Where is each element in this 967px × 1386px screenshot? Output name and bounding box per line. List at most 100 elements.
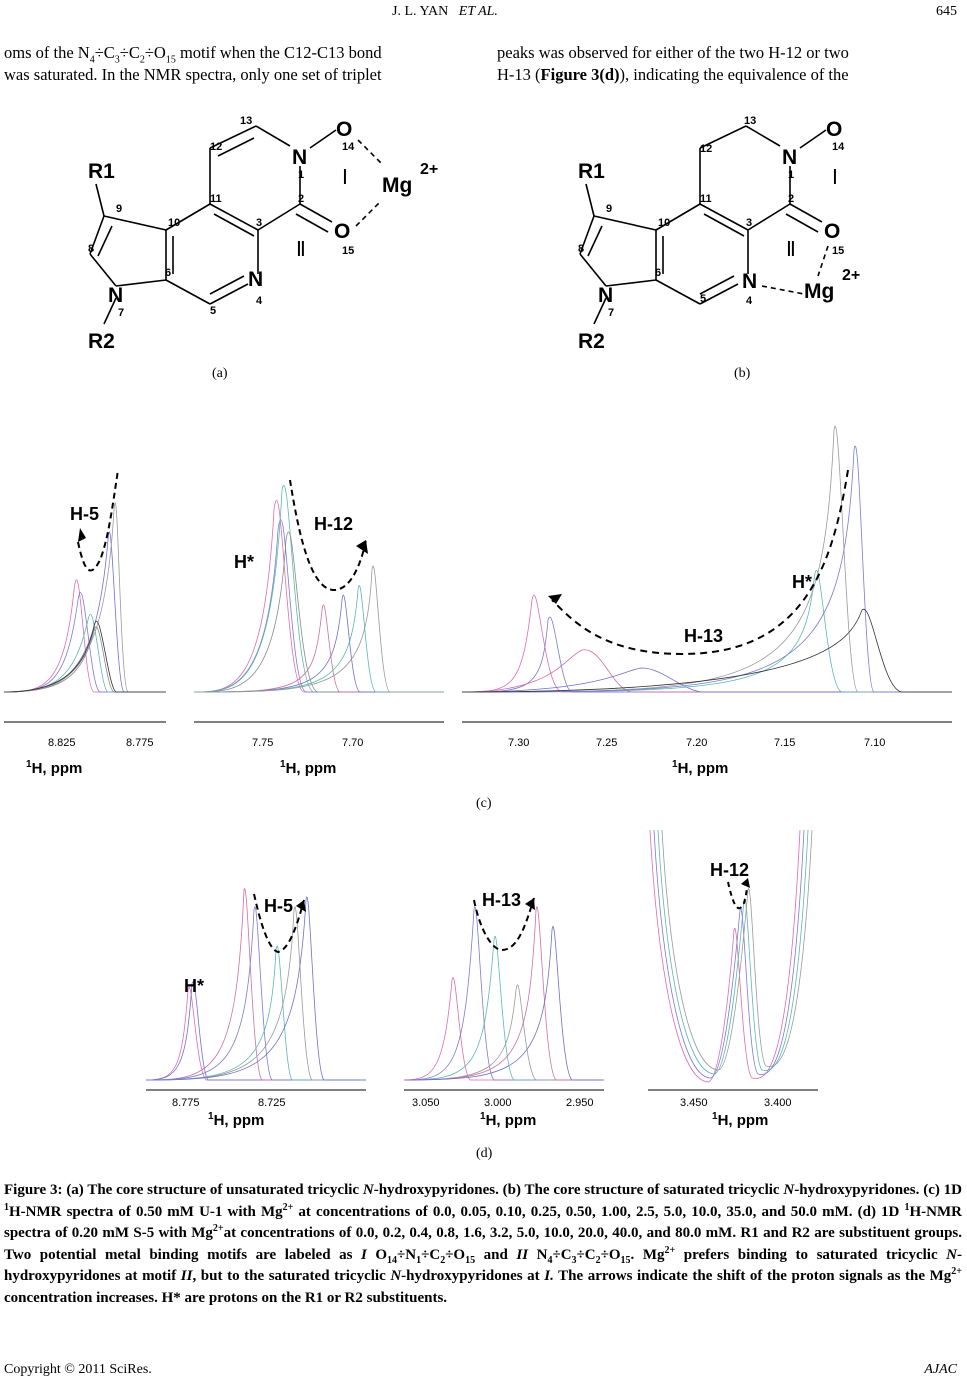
axis-label-d3: 1H, ppm bbox=[712, 1111, 769, 1130]
svg-text:Mg: Mg bbox=[382, 174, 412, 197]
label-b: (b) bbox=[734, 366, 751, 381]
spectrum-c3: H* H-13 7.30 7.25 7.20 7.15 7.10 bbox=[461, 426, 952, 749]
svg-text:9: 9 bbox=[606, 203, 612, 215]
spectrum-c2: H* H-12 7.75 7.70 bbox=[193, 479, 444, 749]
svg-text:8.775: 8.775 bbox=[126, 737, 154, 749]
svg-text:15: 15 bbox=[342, 245, 354, 257]
axis-label-c1: 1H, ppm bbox=[26, 759, 83, 778]
peak-label-hstar-d: H* bbox=[184, 976, 204, 996]
svg-text:10: 10 bbox=[658, 217, 670, 229]
svg-text:Mg: Mg bbox=[804, 280, 834, 303]
svg-text:12: 12 bbox=[210, 141, 222, 153]
svg-text:11: 11 bbox=[210, 193, 222, 205]
svg-text:O: O bbox=[334, 220, 350, 243]
svg-text:O: O bbox=[826, 118, 842, 141]
svg-text:R1: R1 bbox=[578, 160, 605, 183]
svg-text:8: 8 bbox=[578, 243, 584, 255]
svg-text:8.725: 8.725 bbox=[258, 1097, 286, 1109]
svg-text:2+: 2+ bbox=[420, 161, 438, 178]
svg-text:Ⅰ: Ⅰ bbox=[342, 167, 348, 189]
peak-label-h5: H-5 bbox=[70, 504, 99, 524]
svg-text:N: N bbox=[248, 268, 263, 291]
peak-label-h13-c: H-13 bbox=[684, 626, 723, 646]
svg-text:4: 4 bbox=[256, 295, 263, 307]
body-text-right: peaks was observed for either of the two… bbox=[497, 43, 849, 84]
svg-text:7.30: 7.30 bbox=[508, 737, 529, 749]
footer-journal: AJAC bbox=[924, 1362, 957, 1377]
svg-text:Ⅱ: Ⅱ bbox=[786, 239, 796, 261]
spectrum-c1: H-5 8.825 8.775 bbox=[3, 469, 166, 749]
svg-text:2+: 2+ bbox=[842, 267, 860, 284]
svg-text:8.775: 8.775 bbox=[172, 1097, 200, 1109]
svg-text:7.25: 7.25 bbox=[596, 737, 617, 749]
svg-text:8: 8 bbox=[88, 243, 94, 255]
svg-text:N: N bbox=[742, 270, 757, 293]
svg-text:3: 3 bbox=[746, 217, 752, 229]
svg-text:R2: R2 bbox=[88, 330, 115, 353]
svg-text:5: 5 bbox=[700, 293, 706, 305]
svg-text:11: 11 bbox=[700, 193, 712, 205]
page-number: 645 bbox=[936, 4, 957, 19]
svg-text:13: 13 bbox=[240, 115, 252, 127]
structure-b: 13 12 1 2 3 4 5 6 7 8 9 10 11 14 15 R1 R2 N N N O O Mg… bbox=[578, 115, 860, 353]
svg-text:2: 2 bbox=[298, 193, 304, 205]
svg-text:1: 1 bbox=[788, 169, 794, 181]
svg-text:N: N bbox=[292, 146, 307, 169]
peak-label-h12-d: H-12 bbox=[710, 860, 749, 880]
peak-label-h5-d: H-5 bbox=[264, 896, 293, 916]
svg-text:13: 13 bbox=[744, 115, 756, 127]
peak-label-h12-c: H-12 bbox=[314, 514, 353, 534]
svg-text:7: 7 bbox=[118, 307, 124, 319]
spectrum-d1: H* H-5 8.775 8.725 bbox=[145, 888, 366, 1109]
svg-text:6: 6 bbox=[165, 267, 171, 279]
svg-text:7.75: 7.75 bbox=[252, 737, 273, 749]
peak-label-h13-d: H-13 bbox=[482, 890, 521, 910]
svg-text:R1: R1 bbox=[88, 160, 115, 183]
svg-text:4: 4 bbox=[746, 295, 753, 307]
svg-text:Ⅱ: Ⅱ bbox=[296, 239, 306, 261]
svg-text:O: O bbox=[824, 220, 840, 243]
svg-text:3.450: 3.450 bbox=[680, 1097, 708, 1109]
svg-text:1: 1 bbox=[298, 169, 304, 181]
svg-text:8.825: 8.825 bbox=[48, 737, 76, 749]
svg-text:7.15: 7.15 bbox=[774, 737, 795, 749]
body-text-left: oms of the N4÷C3÷C2÷O15 motif when the C… bbox=[4, 43, 382, 84]
svg-text:2.950: 2.950 bbox=[566, 1097, 594, 1109]
label-d: (d) bbox=[476, 1146, 493, 1161]
svg-text:R2: R2 bbox=[578, 330, 605, 353]
svg-text:10: 10 bbox=[168, 217, 180, 229]
structure-a: 13 12 1 2 3 4 5 6 7 8 9 10 11 14 15 R1 R2 N N N O O Mg… bbox=[88, 115, 438, 353]
svg-text:7.20: 7.20 bbox=[686, 737, 707, 749]
svg-text:3.400: 3.400 bbox=[764, 1097, 792, 1109]
label-c: (c) bbox=[476, 796, 492, 811]
svg-text:3.000: 3.000 bbox=[484, 1097, 512, 1109]
axis-label-c3: 1H, ppm bbox=[672, 759, 729, 778]
svg-text:15: 15 bbox=[832, 245, 844, 257]
svg-text:14: 14 bbox=[832, 141, 845, 153]
spectrum-d2: H-13 3.050 3.000 2.950 bbox=[403, 890, 604, 1109]
svg-text:N: N bbox=[782, 146, 797, 169]
peak-label-hstar-c3: H* bbox=[792, 572, 812, 592]
figure-caption: Figure 3: (a) The core structure of unsa… bbox=[4, 1182, 962, 1306]
axis-label-d1: 1H, ppm bbox=[208, 1111, 265, 1130]
svg-text:6: 6 bbox=[655, 267, 661, 279]
svg-text:2: 2 bbox=[788, 193, 794, 205]
svg-text:7.70: 7.70 bbox=[342, 737, 363, 749]
axis-label-c2: 1H, ppm bbox=[280, 759, 337, 778]
svg-text:7: 7 bbox=[608, 307, 614, 319]
svg-text:12: 12 bbox=[700, 143, 712, 155]
svg-text:3.050: 3.050 bbox=[412, 1097, 440, 1109]
svg-text:O: O bbox=[336, 118, 352, 141]
spectrum-d3: H-12 3.450 3.400 bbox=[648, 829, 818, 1109]
running-header: J. L. YAN ET AL. bbox=[392, 4, 498, 19]
svg-text:3: 3 bbox=[256, 217, 262, 229]
label-a: (a) bbox=[212, 366, 228, 381]
svg-text:9: 9 bbox=[116, 203, 122, 215]
peak-label-hstar-c: H* bbox=[234, 552, 254, 572]
svg-text:N: N bbox=[598, 284, 613, 307]
svg-text:5: 5 bbox=[210, 305, 216, 317]
svg-text:Ⅰ: Ⅰ bbox=[832, 167, 838, 189]
svg-text:14: 14 bbox=[342, 141, 355, 153]
footer-copyright: Copyright © 2011 SciRes. bbox=[4, 1362, 152, 1377]
svg-text:7.10: 7.10 bbox=[864, 737, 885, 749]
